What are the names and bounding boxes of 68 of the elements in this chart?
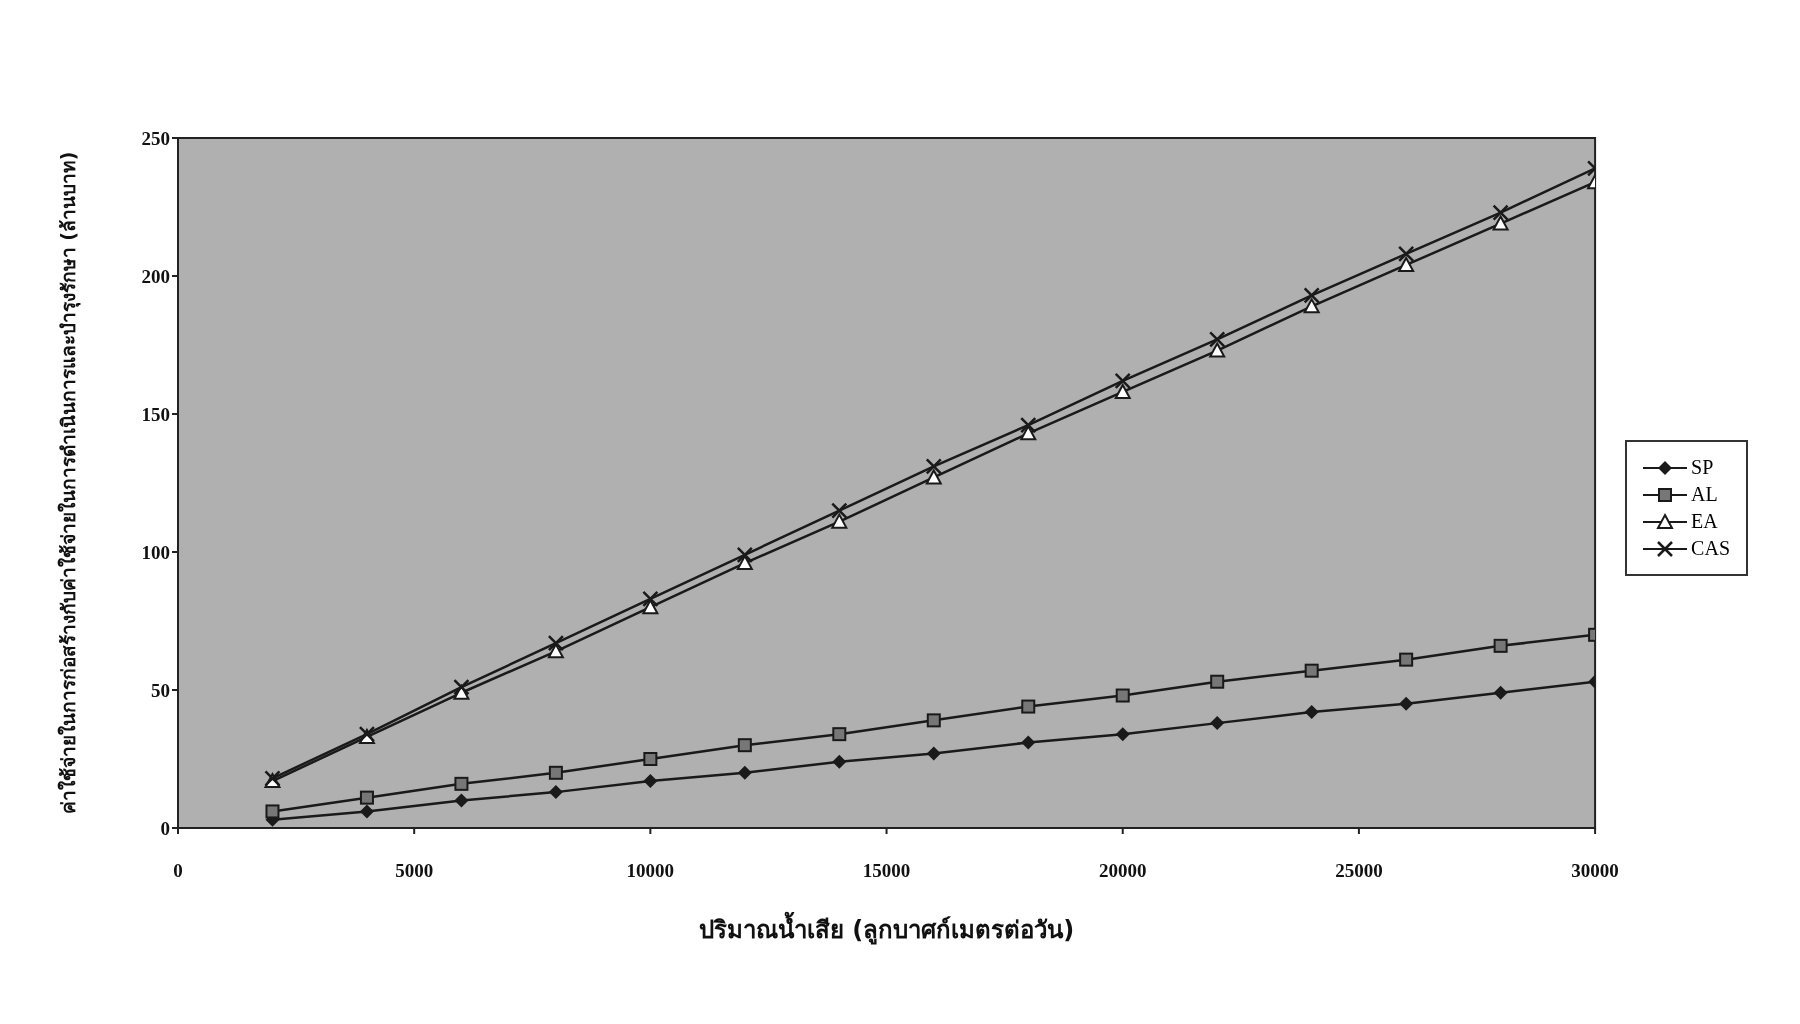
x-axis-title: ปริมาณน้ำเสีย (ลูกบาศก์เมตรต่อวัน) (698, 911, 1075, 945)
point (1304, 705, 1319, 720)
point (1492, 204, 1509, 221)
point (1210, 674, 1225, 689)
y-tick-label: 50 (151, 679, 170, 701)
y-tick-label: 250 (141, 127, 170, 149)
point (925, 458, 943, 475)
point (1209, 342, 1226, 358)
point (454, 793, 469, 808)
point (1115, 727, 1130, 742)
x-tick-label: 15000 (862, 860, 911, 882)
point (831, 513, 848, 529)
point (737, 738, 752, 753)
y-tick-label: 0 (160, 817, 170, 839)
legend-label: EA (1691, 510, 1718, 533)
point (1208, 331, 1226, 348)
x-tick-label: 5000 (395, 860, 434, 882)
x-tick-label: 25000 (1335, 860, 1383, 882)
point (1304, 663, 1319, 678)
point (736, 555, 753, 571)
point (643, 752, 658, 766)
legend-label: CAS (1691, 537, 1730, 560)
x-tick-label: 20000 (1098, 860, 1147, 882)
point (1021, 699, 1036, 714)
point (832, 727, 847, 742)
x-tick-label: 30000 (1571, 860, 1619, 882)
point (926, 713, 941, 728)
point (736, 546, 754, 564)
point (547, 643, 564, 659)
point (547, 634, 565, 652)
y-tick-label: 150 (141, 403, 170, 425)
point (1303, 298, 1320, 314)
point (548, 785, 563, 800)
y-axis-title: ค่าใช้จ่ายในการก่อสร้างกับค่าใช้จ่ายในการดำเนินการและบำรุงรักษา (ล้านบาท) (56, 151, 81, 815)
legend-label: SP (1691, 456, 1714, 479)
point (1115, 688, 1130, 703)
point (359, 804, 374, 819)
point (1210, 716, 1225, 731)
legend-label: AL (1691, 483, 1718, 506)
point (548, 765, 563, 780)
y-tick-label: 200 (141, 265, 170, 287)
point (1114, 383, 1131, 399)
point (926, 746, 941, 761)
point (832, 754, 847, 769)
point (1303, 287, 1320, 304)
point (1020, 425, 1037, 441)
x-tick-label: 10000 (626, 860, 675, 882)
point (643, 774, 658, 789)
point (1114, 372, 1131, 390)
point (642, 599, 659, 615)
point (1493, 685, 1508, 700)
point (1021, 735, 1036, 750)
point (1492, 215, 1509, 231)
point (1020, 416, 1037, 434)
point (831, 502, 848, 519)
point (642, 590, 659, 608)
point (1493, 638, 1508, 653)
point (454, 776, 469, 791)
point (453, 678, 470, 696)
point (925, 469, 942, 485)
point (1399, 696, 1414, 711)
point (1398, 256, 1415, 272)
point (265, 804, 280, 819)
point (359, 790, 374, 805)
y-tick-label: 100 (141, 541, 170, 563)
point (1399, 652, 1414, 667)
point (1397, 245, 1415, 263)
point (737, 765, 752, 780)
